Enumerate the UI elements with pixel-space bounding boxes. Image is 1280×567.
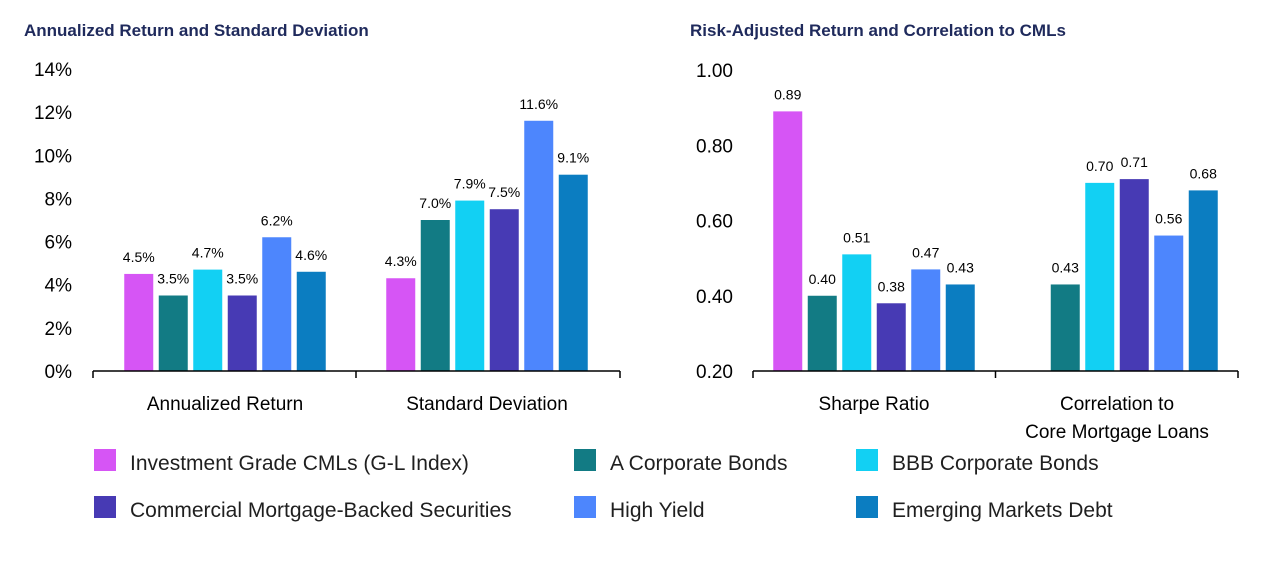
left-bar-high-yield-0 (262, 237, 292, 371)
left-category-label: Standard Deviation (406, 394, 568, 415)
left-category-label: Annualized Return (147, 394, 303, 415)
right-bar-a-corporate-bonds-0 (807, 295, 837, 371)
right-y-tick-label: 1.00 (696, 61, 733, 82)
legend-label-bbb-corporate-bonds: BBB Corporate Bonds (892, 452, 1099, 475)
right-bar-bbb-corporate-bonds-1 (1085, 182, 1115, 371)
right-bar-commercial-mortgage-backed-securities-1 (1119, 179, 1149, 371)
left-y-tick-label: 12% (34, 103, 72, 124)
right-bar-emerging-markets-debt-0 (945, 284, 975, 371)
left-bar-emerging-markets-debt-0 (296, 271, 326, 371)
right-y-tick-label: 0.20 (696, 362, 733, 383)
right-bar-commercial-mortgage-backed-securities-0 (876, 303, 906, 371)
left-data-label: 7.5% (488, 184, 520, 200)
left-y-tick-label: 6% (45, 233, 73, 254)
left-y-tick-label: 4% (45, 276, 73, 297)
right-chart-title: Risk-Adjusted Return and Correlation to … (690, 21, 1066, 40)
right-data-label: 0.51 (843, 229, 870, 245)
left-bar-emerging-markets-debt-1 (558, 174, 588, 371)
right-bar-emerging-markets-debt-1 (1188, 190, 1218, 371)
legend: Investment Grade CMLs (G-L Index) A Corpo… (94, 449, 1113, 522)
legend-swatch-investment-grade-cmls-g-l-index (94, 449, 116, 471)
left-y-tick-label: 8% (45, 189, 73, 210)
left-bar-a-corporate-bonds-0 (158, 295, 188, 371)
legend-label-a-corporate-bonds: A Corporate Bonds (610, 452, 787, 475)
right-bar-high-yield-0 (911, 269, 941, 371)
right-y-tick-label: 0.80 (696, 136, 733, 157)
right-category-label: Correlation to Core Mortgage Loans (1025, 394, 1209, 443)
right-data-label: 0.43 (1052, 259, 1079, 275)
legend-swatch-commercial-mortgage-backed-securities (94, 496, 116, 518)
right-data-label: 0.68 (1190, 165, 1217, 181)
left-y-tick-label: 0% (45, 362, 73, 383)
left-bar-high-yield-1 (524, 120, 554, 372)
left-bar-bbb-corporate-bonds-1 (455, 200, 485, 371)
left-data-label: 6.2% (261, 212, 293, 228)
right-bar-bbb-corporate-bonds-0 (842, 254, 872, 371)
right-data-label: 0.70 (1086, 158, 1113, 174)
right-data-label: 0.43 (947, 259, 974, 275)
legend-label-high-yield: High Yield (610, 499, 705, 522)
right-y-tick-label: 0.40 (696, 287, 733, 308)
left-bar-commercial-mortgage-backed-securities-1 (489, 209, 519, 371)
left-data-label: 3.5% (157, 271, 189, 287)
right-bar-investment-grade-cmls-g-l-index-0 (773, 111, 803, 371)
left-data-label: 11.6% (519, 96, 558, 112)
legend-label-commercial-mortgage-backed-securities: Commercial Mortgage-Backed Securities (130, 499, 512, 522)
left-data-label: 7.9% (454, 176, 486, 192)
legend-swatch-bbb-corporate-bonds (856, 449, 878, 471)
right-category-label: Sharpe Ratio (819, 394, 930, 415)
left-data-label: 3.5% (226, 271, 258, 287)
left-y-tick-label: 14% (34, 60, 72, 81)
legend-swatch-a-corporate-bonds (574, 449, 596, 471)
left-data-label: 4.7% (192, 245, 224, 261)
left-data-label: 9.1% (557, 150, 589, 166)
left-chart: 0% 2% 4% 6% 8% 10% 12% 14% 4.5% 4.3% 3.5% 7.0% 4.7% 7… (34, 60, 621, 415)
right-bar-high-yield-1 (1154, 235, 1184, 371)
left-y-tick-label: 10% (34, 146, 72, 167)
right-data-label: 0.47 (912, 244, 939, 260)
left-bar-investment-grade-cmls-g-l-index-1 (386, 278, 416, 371)
left-data-label: 4.3% (385, 253, 417, 269)
right-y-tick-label: 0.60 (696, 212, 733, 233)
right-data-label: 0.89 (774, 86, 801, 102)
right-data-label: 0.38 (878, 278, 905, 294)
left-data-label: 4.5% (123, 249, 155, 265)
legend-swatch-high-yield (574, 496, 596, 518)
left-bar-a-corporate-bonds-1 (420, 220, 450, 371)
right-data-label: 0.56 (1155, 211, 1182, 227)
left-bar-commercial-mortgage-backed-securities-0 (227, 295, 257, 371)
left-chart-title: Annualized Return and Standard Deviation (24, 21, 369, 40)
legend-swatch-emerging-markets-debt (856, 496, 878, 518)
right-data-label: 0.71 (1121, 154, 1148, 170)
legend-label-investment-grade-cmls-g-l-index: Investment Grade CMLs (G-L Index) (130, 452, 469, 475)
left-data-label: 7.0% (419, 195, 451, 211)
right-bar-a-corporate-bonds-1 (1050, 284, 1080, 371)
legend-label-emerging-markets-debt: Emerging Markets Debt (892, 499, 1113, 522)
left-data-label: 4.6% (295, 247, 327, 263)
left-y-tick-label: 2% (45, 319, 73, 340)
right-data-label: 0.40 (809, 271, 836, 287)
right-chart: 0.20 0.40 0.60 0.80 1.00 0.89 0.40 0.43 0.51 0.70… (696, 61, 1239, 443)
left-bar-bbb-corporate-bonds-0 (193, 269, 223, 371)
left-bar-investment-grade-cmls-g-l-index-0 (124, 273, 154, 371)
